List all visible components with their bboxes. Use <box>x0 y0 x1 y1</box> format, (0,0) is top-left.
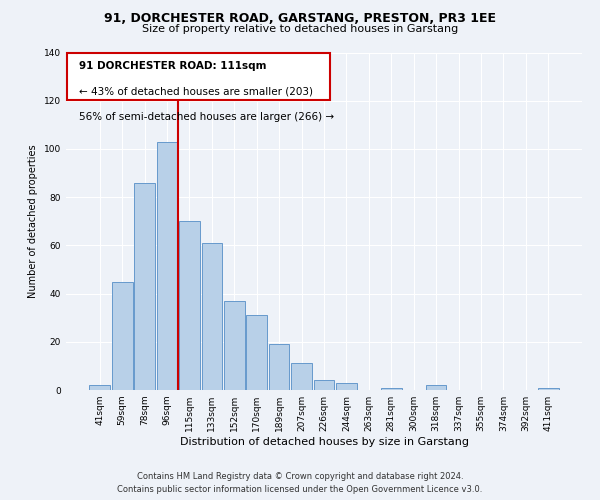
Bar <box>157 142 178 390</box>
Text: Contains HM Land Registry data © Crown copyright and database right 2024.
Contai: Contains HM Land Registry data © Crown c… <box>118 472 482 494</box>
Bar <box>179 221 200 390</box>
Y-axis label: Number of detached properties: Number of detached properties <box>28 144 38 298</box>
Bar <box>381 388 401 390</box>
Text: 91 DORCHESTER ROAD: 111sqm
← 43% of detached houses are smaller (203)
56% of sem: 91 DORCHESTER ROAD: 111sqm ← 43% of deta… <box>71 58 326 96</box>
Text: Size of property relative to detached houses in Garstang: Size of property relative to detached ho… <box>142 24 458 34</box>
Bar <box>291 364 312 390</box>
Bar <box>112 282 133 390</box>
Text: 91, DORCHESTER ROAD, GARSTANG, PRESTON, PR3 1EE: 91, DORCHESTER ROAD, GARSTANG, PRESTON, … <box>104 12 496 26</box>
X-axis label: Distribution of detached houses by size in Garstang: Distribution of detached houses by size … <box>179 437 469 447</box>
Bar <box>247 316 267 390</box>
Bar <box>314 380 334 390</box>
Text: 56% of semi-detached houses are larger (266) →: 56% of semi-detached houses are larger (… <box>79 112 334 122</box>
Bar <box>89 385 110 390</box>
Bar <box>426 385 446 390</box>
Bar <box>202 243 222 390</box>
Bar <box>134 182 155 390</box>
Bar <box>269 344 289 390</box>
Text: ← 43% of detached houses are smaller (203): ← 43% of detached houses are smaller (20… <box>79 86 313 96</box>
Text: 91 DORCHESTER ROAD: 111sqm: 91 DORCHESTER ROAD: 111sqm <box>79 61 266 71</box>
Bar <box>538 388 559 390</box>
Bar <box>336 383 357 390</box>
Bar <box>224 301 245 390</box>
